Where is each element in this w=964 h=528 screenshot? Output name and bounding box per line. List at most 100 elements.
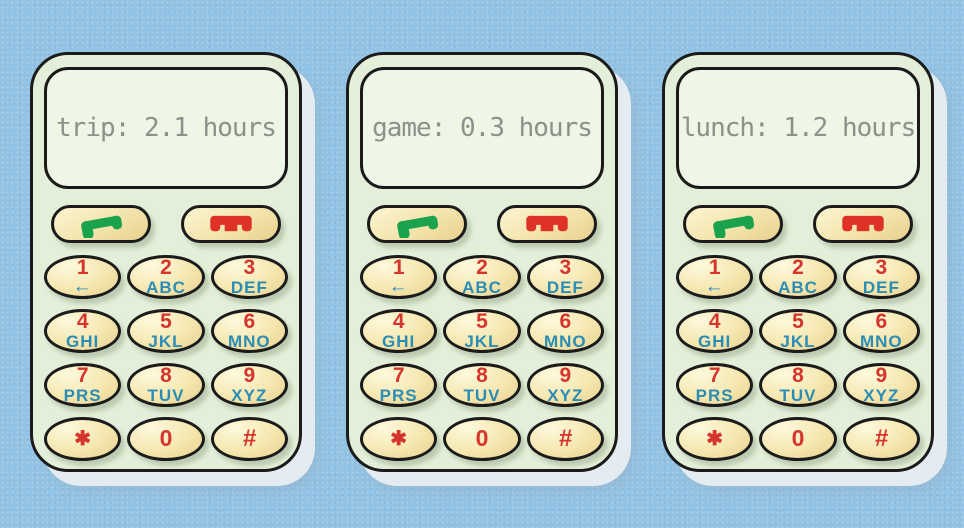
key-2[interactable]: 2 ABC <box>759 255 837 299</box>
star-icon: ✱ <box>390 427 408 450</box>
key-9[interactable]: 9 XYZ <box>526 363 604 407</box>
key-number: 9 <box>559 364 572 388</box>
key-hash[interactable]: # <box>526 417 604 461</box>
keypad: 1 ← 2 ABC 3 DEF 4 GHI 5 JKL 6 MNO 7 PRS … <box>676 255 920 461</box>
call-icon <box>397 215 439 238</box>
key-5[interactable]: 5 JKL <box>443 309 521 353</box>
key-star[interactable]: ✱ <box>676 417 754 461</box>
key-star[interactable]: ✱ <box>360 417 438 461</box>
key-6[interactable]: 6 MNO <box>842 309 920 353</box>
key-number: 2 <box>792 256 804 280</box>
key-number: 7 <box>76 364 89 388</box>
key-1[interactable]: 1 ← <box>44 255 122 299</box>
key-3[interactable]: 3 DEF <box>210 255 288 299</box>
screen-text: game: 0.3 hours <box>372 113 593 143</box>
key-letters: DEF <box>862 277 900 297</box>
key-number: 8 <box>792 364 804 388</box>
key-2[interactable]: 2 ABC <box>127 255 205 299</box>
key-letters: DEF <box>230 277 268 297</box>
phone-controls: 1 ← 2 ABC 3 DEF 4 GHI 5 JKL 6 MNO 7 PRS … <box>360 205 604 469</box>
hash-icon: # <box>242 424 256 452</box>
key-8[interactable]: 8 TUV <box>127 363 205 407</box>
key-number: 1 <box>708 256 721 280</box>
key-hash[interactable]: # <box>842 417 920 461</box>
key-4[interactable]: 4 GHI <box>360 309 438 353</box>
key-6[interactable]: 6 MNO <box>526 309 604 353</box>
key-number: 8 <box>160 364 172 388</box>
key-number: 8 <box>476 364 488 388</box>
key-letters: XYZ <box>231 385 268 405</box>
end-call-button[interactable] <box>813 205 913 243</box>
key-7[interactable]: 7 PRS <box>360 363 438 407</box>
key-0[interactable]: 0 <box>759 417 837 461</box>
key-letters: PRS <box>63 385 102 405</box>
key-9[interactable]: 9 XYZ <box>210 363 288 407</box>
key-letters: XYZ <box>863 385 900 405</box>
key-letters: DEF <box>546 277 584 297</box>
key-letters: ABC <box>146 277 186 297</box>
key-8[interactable]: 8 TUV <box>759 363 837 407</box>
star-icon: ✱ <box>706 427 724 450</box>
key-number: 9 <box>875 364 888 388</box>
phone-screen: lunch: 1.2 hours <box>676 67 920 189</box>
call-button[interactable] <box>51 205 151 243</box>
key-number: 4 <box>392 310 405 334</box>
key-3[interactable]: 3 DEF <box>842 255 920 299</box>
key-letters: XYZ <box>547 385 584 405</box>
key-number: 1 <box>392 256 405 280</box>
end-call-button[interactable] <box>497 205 597 243</box>
hash-icon: # <box>558 424 572 452</box>
key-letters: PRS <box>379 385 418 405</box>
key-letters: MNO <box>859 331 903 351</box>
key-number: 5 <box>792 310 804 334</box>
key-number: 7 <box>708 364 721 388</box>
phone-trip: trip: 2.1 hours <box>30 52 302 472</box>
key-hash[interactable]: # <box>210 417 288 461</box>
key-number: 0 <box>791 425 805 452</box>
hang-up-icon <box>842 215 884 232</box>
key-letters: GHI <box>382 331 416 351</box>
key-5[interactable]: 5 JKL <box>759 309 837 353</box>
backspace-arrow-icon: ← <box>704 275 725 297</box>
key-number: 6 <box>243 310 256 334</box>
key-8[interactable]: 8 TUV <box>443 363 521 407</box>
key-6[interactable]: 6 MNO <box>210 309 288 353</box>
key-0[interactable]: 0 <box>443 417 521 461</box>
key-9[interactable]: 9 XYZ <box>842 363 920 407</box>
keypad: 1 ← 2 ABC 3 DEF 4 GHI 5 JKL 6 MNO 7 PRS … <box>44 255 288 461</box>
key-number: 1 <box>76 256 89 280</box>
key-number: 3 <box>559 256 572 280</box>
key-7[interactable]: 7 PRS <box>44 363 122 407</box>
key-letters: TUV <box>779 385 817 405</box>
hang-up-icon <box>210 215 252 232</box>
key-7[interactable]: 7 PRS <box>676 363 754 407</box>
key-3[interactable]: 3 DEF <box>526 255 604 299</box>
backspace-arrow-icon: ← <box>72 275 93 297</box>
phone-game: game: 0.3 hours <box>346 52 618 472</box>
backspace-arrow-icon: ← <box>388 275 409 297</box>
key-1[interactable]: 1 ← <box>676 255 754 299</box>
key-number: 4 <box>76 310 89 334</box>
key-letters: TUV <box>147 385 185 405</box>
key-0[interactable]: 0 <box>127 417 205 461</box>
key-1[interactable]: 1 ← <box>360 255 438 299</box>
call-buttons-row <box>360 205 604 243</box>
call-button[interactable] <box>683 205 783 243</box>
key-star[interactable]: ✱ <box>44 417 122 461</box>
call-icon <box>81 215 123 238</box>
call-button[interactable] <box>367 205 467 243</box>
key-4[interactable]: 4 GHI <box>676 309 754 353</box>
end-call-button[interactable] <box>181 205 281 243</box>
key-number: 0 <box>159 425 173 452</box>
key-number: 3 <box>243 256 256 280</box>
key-letters: GHI <box>66 331 100 351</box>
phone-screen: game: 0.3 hours <box>360 67 604 189</box>
screen-text: lunch: 1.2 hours <box>680 113 916 143</box>
key-letters: JKL <box>464 331 500 351</box>
key-5[interactable]: 5 JKL <box>127 309 205 353</box>
key-number: 5 <box>160 310 172 334</box>
key-2[interactable]: 2 ABC <box>443 255 521 299</box>
key-4[interactable]: 4 GHI <box>44 309 122 353</box>
key-letters: ABC <box>778 277 818 297</box>
